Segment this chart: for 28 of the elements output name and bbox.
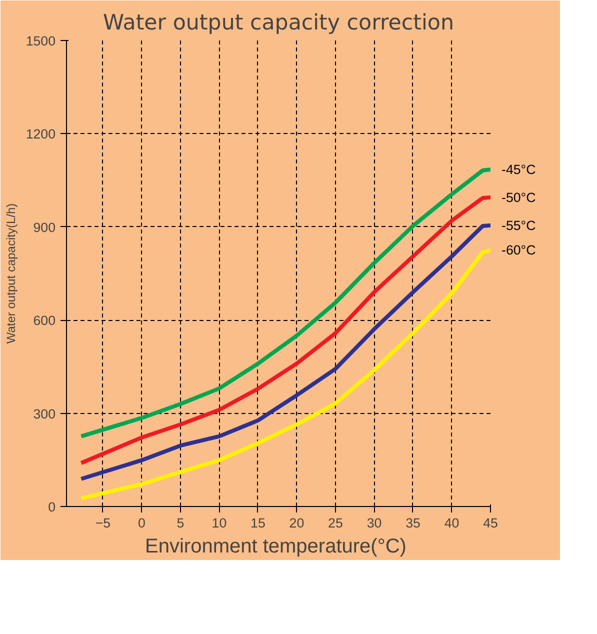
series-label: -60°C bbox=[502, 242, 536, 258]
series-label: -55°C bbox=[502, 218, 536, 233]
line-series bbox=[79, 223, 490, 481]
x-tick-label: 35 bbox=[406, 516, 420, 530]
x-tick-label: 5 bbox=[176, 516, 184, 530]
line-series bbox=[79, 195, 490, 466]
series-label: -50°C bbox=[502, 190, 536, 205]
y-tick-label: 900 bbox=[33, 220, 56, 235]
y-tick-label: 300 bbox=[33, 406, 56, 422]
x-tick-label: 30 bbox=[366, 516, 382, 530]
y-tick-label: 0 bbox=[48, 500, 56, 514]
x-axis-title: Environment temperature(°C) bbox=[145, 536, 406, 558]
x-tick-label: 15 bbox=[250, 516, 266, 530]
chart-title: Water output capacity correction bbox=[103, 10, 454, 36]
y-tick-label: 1200 bbox=[26, 126, 56, 142]
x-tick-label: 20 bbox=[289, 516, 304, 530]
line-series bbox=[79, 248, 490, 500]
x-tick-label: 45 bbox=[483, 516, 498, 530]
y-axis-title: Water output capacity(L/h) bbox=[4, 203, 18, 344]
y-tick-label: 1500 bbox=[26, 34, 56, 48]
x-tick-label: 25 bbox=[328, 516, 343, 530]
x-tick-label: 0 bbox=[138, 516, 146, 530]
x-tick-label: 10 bbox=[212, 516, 227, 530]
series-label: -45°C bbox=[502, 162, 536, 177]
x-tick-label: 40 bbox=[444, 516, 460, 530]
line-series bbox=[79, 167, 490, 438]
y-tick-label: 600 bbox=[33, 313, 56, 328]
x-tick-label: −5 bbox=[95, 516, 111, 530]
